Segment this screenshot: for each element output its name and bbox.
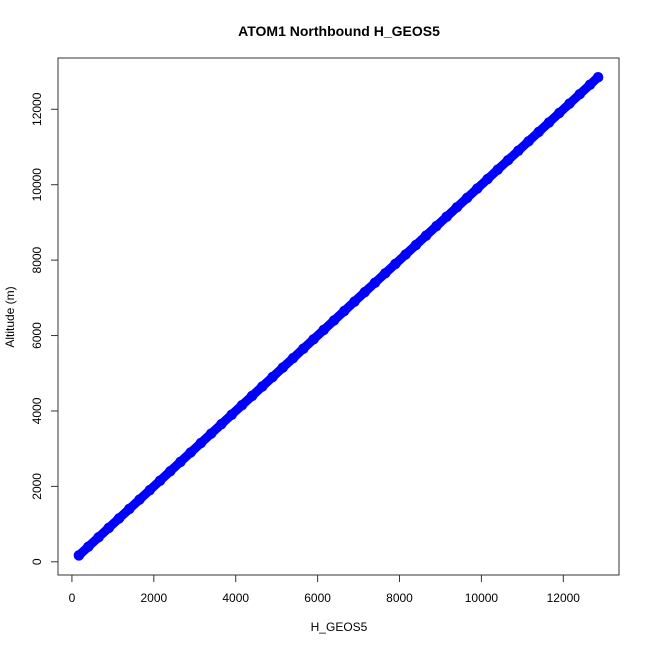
data-point xyxy=(592,71,604,83)
data-point xyxy=(328,315,340,326)
data-point xyxy=(195,437,207,449)
data-point xyxy=(113,513,125,524)
data-point xyxy=(379,268,391,279)
data-point xyxy=(318,324,330,336)
data-point xyxy=(513,145,524,157)
data-point xyxy=(574,88,585,100)
x-tick-label: 4000 xyxy=(222,591,249,605)
y-tick-label: 0 xyxy=(30,558,44,565)
data-point xyxy=(124,503,135,515)
x-tick-label: 10000 xyxy=(465,591,499,605)
data-point xyxy=(298,343,309,354)
data-point xyxy=(451,202,463,213)
y-tick-label: 10000 xyxy=(30,168,44,202)
data-point xyxy=(267,371,278,383)
data-point xyxy=(369,277,381,288)
x-tick-label: 0 xyxy=(69,591,76,605)
data-point xyxy=(338,305,350,317)
data-point xyxy=(277,362,289,373)
data-point xyxy=(482,173,493,185)
data-band xyxy=(74,72,603,560)
data-point xyxy=(502,154,514,166)
data-point xyxy=(257,381,268,392)
data-point xyxy=(134,494,145,505)
data-point xyxy=(564,98,575,109)
data-point xyxy=(287,352,299,364)
data-point xyxy=(308,334,319,345)
data-point xyxy=(349,296,360,307)
data-point xyxy=(93,532,104,543)
x-tick-label: 8000 xyxy=(386,591,413,605)
x-axis-label: H_GEOS5 xyxy=(311,620,368,634)
data-point xyxy=(461,192,473,204)
data-point xyxy=(216,418,227,430)
data-point xyxy=(584,79,596,91)
y-axis-label: Altitude (m) xyxy=(3,286,17,347)
data-point xyxy=(400,249,411,260)
plot-frame xyxy=(57,57,620,576)
data-point xyxy=(205,428,217,439)
data-point xyxy=(154,475,166,486)
data-point xyxy=(103,522,115,534)
data-point xyxy=(420,230,432,241)
x-tick-label: 6000 xyxy=(304,591,331,605)
data-point xyxy=(246,390,258,402)
data-point xyxy=(164,466,176,477)
y-tick-label: 12000 xyxy=(30,92,44,126)
data-point xyxy=(144,484,155,496)
data-point xyxy=(431,220,442,232)
data-point xyxy=(185,447,196,458)
data-point xyxy=(410,239,422,251)
data-point xyxy=(359,286,370,298)
data-point xyxy=(236,400,248,411)
data-point xyxy=(533,126,544,138)
y-tick-label: 8000 xyxy=(30,246,44,273)
data-points xyxy=(73,71,604,561)
data-point xyxy=(543,117,555,128)
y-tick-label: 2000 xyxy=(30,473,44,500)
y-tick-label: 4000 xyxy=(30,397,44,424)
x-tick-label: 12000 xyxy=(547,591,581,605)
data-point xyxy=(441,211,452,223)
data-point xyxy=(73,550,85,561)
data-point xyxy=(390,258,401,270)
data-point xyxy=(553,107,565,119)
data-point xyxy=(472,183,483,194)
data-point xyxy=(175,456,186,468)
data-point xyxy=(83,541,94,552)
x-tick-label: 2000 xyxy=(140,591,167,605)
data-point xyxy=(492,164,504,175)
data-point xyxy=(523,136,534,147)
axes: 0 2000 4000 6000 8000 10000 12000 0 2000 4000 6000… xyxy=(30,92,580,605)
chart-title: ATOM1 Northbound H_GEOS5 xyxy=(238,23,440,39)
y-tick-label: 6000 xyxy=(30,322,44,349)
data-point xyxy=(226,409,237,420)
